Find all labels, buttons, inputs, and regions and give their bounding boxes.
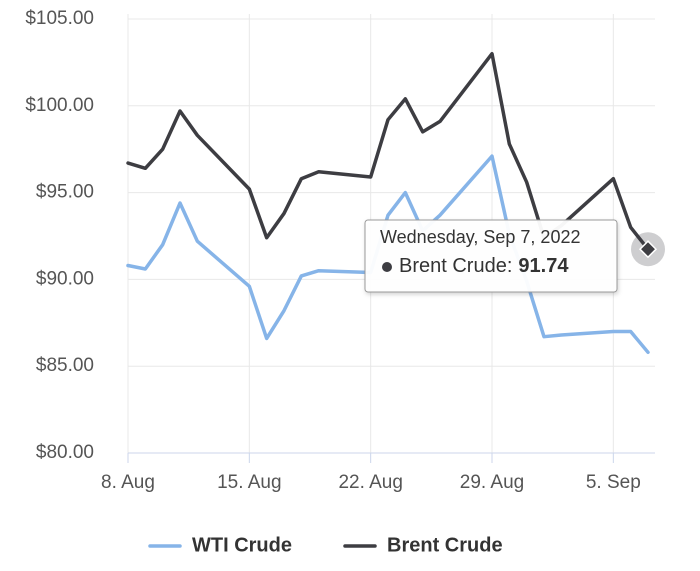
x-tick-label: 29. Aug [460,472,524,493]
x-tick-label: 5. Sep [586,472,641,493]
x-tick-label: 22. Aug [338,472,402,493]
y-tick-label: $90.00 [36,268,94,289]
x-tick-label: 15. Aug [217,472,281,493]
tooltip-bullet [382,262,392,272]
y-tick-label: $95.00 [36,182,94,203]
tooltip-line: Brent Crude: 91.74 [399,255,569,277]
legend-label[interactable]: Brent Crude [387,534,503,556]
hover-marker [638,240,658,259]
y-tick-label: $105.00 [25,8,94,29]
tooltip-header: Wednesday, Sep 7, 2022 [380,227,580,247]
y-tick-label: $100.00 [25,95,94,116]
y-tick-label: $85.00 [36,355,94,376]
y-tick-label: $80.00 [36,442,94,463]
x-tick-label: 8. Aug [101,472,155,493]
tooltip-box [364,219,618,293]
tooltip-label: Brent Crude: [399,255,512,277]
tooltip-value: 91.74 [518,255,569,277]
legend-label[interactable]: WTI Crude [192,534,292,556]
series-line [126,154,650,355]
